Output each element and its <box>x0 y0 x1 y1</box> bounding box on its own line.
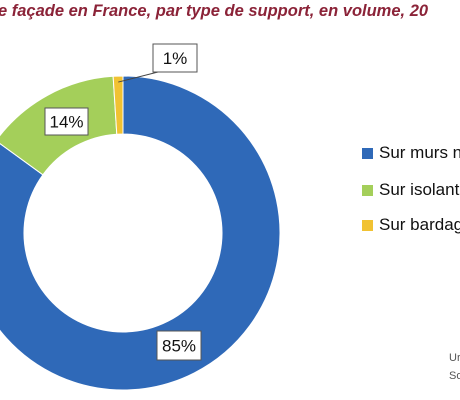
legend-swatch-isolant <box>362 184 373 196</box>
legend-swatch-murs <box>362 147 373 159</box>
slices-group <box>0 75 281 391</box>
legend-item-bardage: Sur bardag <box>362 215 460 235</box>
slice-bardage <box>112 75 124 135</box>
data-label-box-murs <box>156 330 202 361</box>
footnote-line-2: So <box>449 370 460 382</box>
data-label-bardage: 1% <box>163 49 188 68</box>
legend-label-isolant: Sur isolant <box>379 180 460 199</box>
footnote-line-1: Ur <box>449 352 460 364</box>
data-label-box-isolant <box>44 107 89 136</box>
legend-label-murs: Sur murs n <box>379 143 460 162</box>
labels-group: 85% 14% 1% <box>44 43 202 361</box>
legend-item-isolant: Sur isolant <box>362 180 459 200</box>
data-label-murs: 85% <box>162 337 196 356</box>
data-label-isolant: 14% <box>49 113 83 132</box>
data-label-box-bardage <box>152 43 198 73</box>
slice-murs <box>0 75 281 391</box>
chart-title: e façade en France, par type de support,… <box>0 2 429 20</box>
data-label-leader-bardage <box>118 71 159 83</box>
legend-swatch-bardage <box>362 219 373 231</box>
legend-label-bardage: Sur bardag <box>379 215 460 234</box>
legend-item-murs: Sur murs n <box>362 143 460 163</box>
